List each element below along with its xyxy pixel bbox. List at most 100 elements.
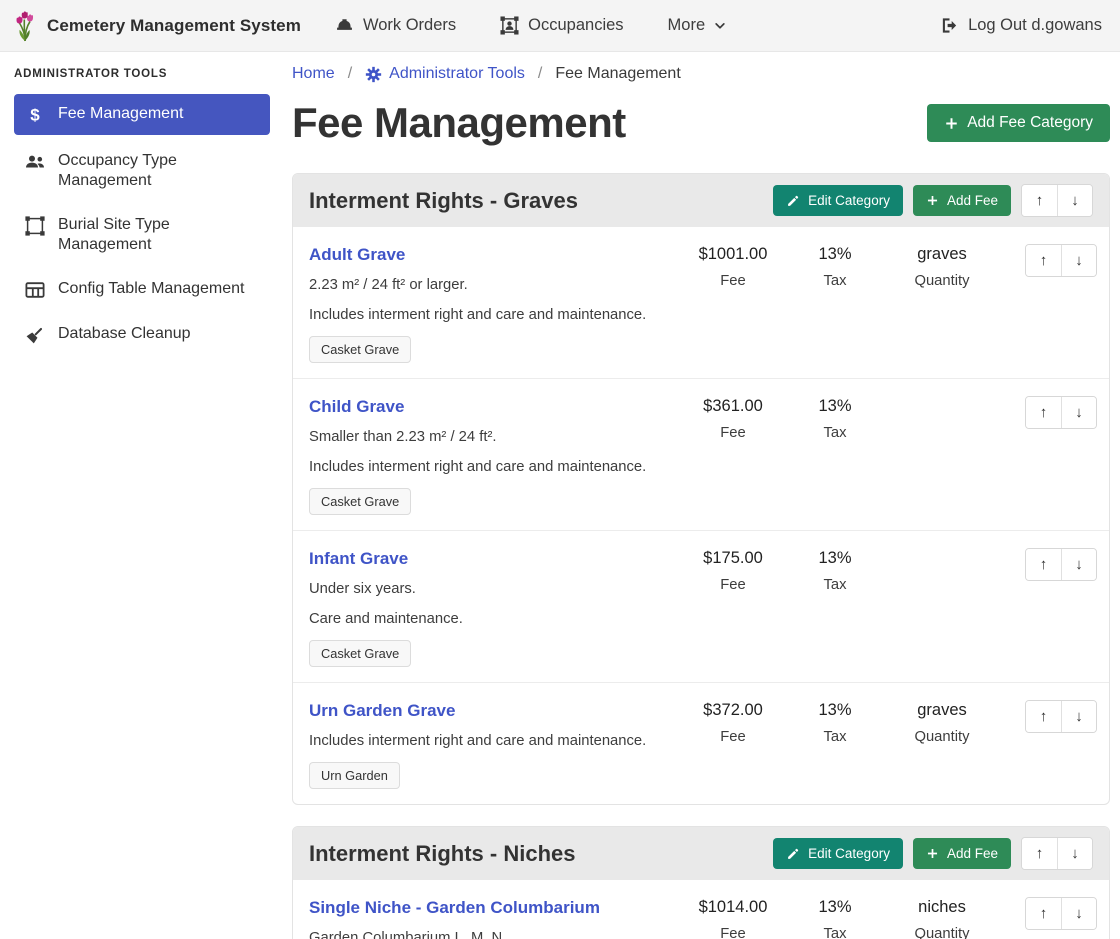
fee-description: 2.23 m² / 24 ft² or larger. (309, 276, 679, 295)
fee-category-card: Interment Rights - Graves Edit Category … (292, 173, 1110, 805)
category-title: Interment Rights - Graves (309, 188, 763, 214)
sidebar-item-fee-management[interactable]: Fee Management (14, 94, 270, 135)
fee-type-badge: Casket Grave (309, 640, 411, 667)
sidebar-item-occupancy-type-management[interactable]: Occupancy Type Management (14, 143, 270, 199)
fee-type-badge: Casket Grave (309, 336, 411, 363)
sidebar-items: Fee Management Occupancy Type Management… (14, 94, 270, 353)
plus-icon (926, 194, 939, 207)
move-fee-down-button[interactable]: ↓ (1061, 549, 1096, 580)
fee-amount-label: Fee (679, 425, 787, 441)
fee-name-link[interactable]: Infant Grave (309, 548, 408, 569)
move-fee-up-button[interactable]: ↑ (1026, 701, 1061, 732)
fee-name-link[interactable]: Single Niche - Garden Columbarium (309, 897, 600, 918)
admin-tools-sidebar: ADMINISTRATOR TOOLS Fee Management Occup… (0, 52, 284, 361)
fee-tax-column: 13% Tax (787, 244, 883, 289)
move-fee-up-button[interactable]: ↑ (1026, 898, 1061, 929)
main-nav: Work Orders Occupancies More (335, 16, 727, 35)
edit-category-button[interactable]: Edit Category (773, 185, 903, 216)
sidebar-item-burial-site-type-management[interactable]: Burial Site Type Management (14, 207, 270, 263)
fee-type-badge: Casket Grave (309, 488, 411, 515)
move-category-down-button[interactable]: ↓ (1057, 185, 1092, 216)
move-category-down-button[interactable]: ↓ (1057, 838, 1092, 869)
fee-amount-value: $1014.00 (679, 897, 787, 918)
fee-tax-value: 13% (787, 897, 883, 918)
fee-quantity-value: graves (883, 700, 1001, 721)
category-reorder-group: ↑ ↓ (1021, 184, 1093, 217)
fee-name-link[interactable]: Urn Garden Grave (309, 700, 455, 721)
fee-row: Child Grave Smaller than 2.23 m² / 24 ft… (293, 378, 1109, 530)
fee-info: Single Niche - Garden Columbarium Garden… (309, 897, 679, 939)
fee-description: Under six years. (309, 580, 679, 599)
nav-item-occupancies[interactable]: Occupancies (500, 16, 623, 35)
fee-description: Garden Columbarium L, M, N. (309, 929, 679, 939)
sidebar-item-config-table-management[interactable]: Config Table Management (14, 271, 270, 308)
fee-quantity-label: Quantity (883, 729, 1001, 745)
plus-icon (926, 847, 939, 860)
move-fee-down-button[interactable]: ↓ (1061, 245, 1096, 276)
plus-icon (944, 116, 959, 131)
logout-button[interactable]: Log Out d.gowans (940, 16, 1102, 35)
fee-amount-column: $1014.00 Fee (679, 897, 787, 939)
breadcrumb-admin-tools-link[interactable]: Administrator Tools (365, 65, 525, 83)
move-fee-up-button[interactable]: ↑ (1026, 397, 1061, 428)
fee-tax-label: Tax (787, 273, 883, 289)
move-category-up-button[interactable]: ↑ (1022, 185, 1057, 216)
fee-amount-value: $361.00 (679, 396, 787, 417)
table-icon (24, 280, 46, 300)
sidebar-item-database-cleanup[interactable]: Database Cleanup (14, 316, 270, 353)
app-title: Cemetery Management System (47, 16, 301, 36)
tulip-logo-icon (12, 10, 38, 42)
fee-tax-value: 13% (787, 244, 883, 265)
fee-row: Adult Grave 2.23 m² / 24 ft² or larger. I… (293, 227, 1109, 378)
fee-quantity-column: graves Quantity (883, 700, 1001, 745)
fee-quantity-column: niches Quantity (883, 897, 1001, 939)
sidebar-heading: ADMINISTRATOR TOOLS (14, 68, 270, 80)
edit-category-button[interactable]: Edit Category (773, 838, 903, 869)
breadcrumb-separator: / (348, 65, 352, 83)
add-fee-button[interactable]: Add Fee (913, 185, 1011, 216)
category-list: Interment Rights - Graves Edit Category … (292, 173, 1110, 939)
move-fee-down-button[interactable]: ↓ (1061, 898, 1096, 929)
fee-info: Urn Garden Grave Includes interment righ… (309, 700, 679, 789)
logout-icon (940, 16, 959, 35)
move-fee-up-button[interactable]: ↑ (1026, 549, 1061, 580)
fee-amount-label: Fee (679, 577, 787, 593)
fee-description: Includes interment right and care and ma… (309, 306, 679, 325)
top-navbar: Cemetery Management System Work Orders O… (0, 0, 1120, 52)
fee-tax-value: 13% (787, 396, 883, 417)
fee-amount-column: $372.00 Fee (679, 700, 787, 745)
move-fee-down-button[interactable]: ↓ (1061, 397, 1096, 428)
broom-icon (24, 325, 46, 345)
category-title: Interment Rights - Niches (309, 841, 763, 867)
add-fee-button[interactable]: Add Fee (913, 838, 1011, 869)
fee-description: Includes interment right and care and ma… (309, 732, 679, 751)
fee-quantity-value: graves (883, 244, 1001, 265)
fee-info: Adult Grave 2.23 m² / 24 ft² or larger. I… (309, 244, 679, 363)
category-header: Interment Rights - Niches Edit Category … (293, 827, 1109, 880)
nav-item-work-orders[interactable]: Work Orders (335, 16, 456, 35)
move-fee-up-button[interactable]: ↑ (1026, 245, 1061, 276)
breadcrumb-home-link[interactable]: Home (292, 65, 335, 83)
add-fee-category-button[interactable]: Add Fee Category (927, 104, 1110, 142)
fee-reorder-group: ↑ ↓ (1025, 548, 1097, 581)
fee-amount-value: $372.00 (679, 700, 787, 721)
fee-info: Child Grave Smaller than 2.23 m² / 24 ft… (309, 396, 679, 515)
logout-label: Log Out d.gowans (968, 16, 1102, 35)
fee-type-badge: Urn Garden (309, 762, 400, 789)
occupancy-icon (500, 16, 519, 35)
nav-item-more[interactable]: More (668, 16, 728, 35)
vector-square-icon (24, 216, 46, 236)
page-header: Fee Management Add Fee Category (292, 99, 1110, 147)
fee-name-link[interactable]: Adult Grave (309, 244, 405, 265)
fee-amount-column: $1001.00 Fee (679, 244, 787, 289)
fee-amount-label: Fee (679, 926, 787, 939)
fee-quantity-value: niches (883, 897, 1001, 918)
gear-icon (365, 66, 382, 83)
move-fee-down-button[interactable]: ↓ (1061, 701, 1096, 732)
move-category-up-button[interactable]: ↑ (1022, 838, 1057, 869)
fee-tax-column: 13% Tax (787, 396, 883, 441)
fee-tax-label: Tax (787, 577, 883, 593)
fee-name-link[interactable]: Child Grave (309, 396, 404, 417)
fee-tax-column: 13% Tax (787, 700, 883, 745)
fee-row: Urn Garden Grave Includes interment righ… (293, 682, 1109, 804)
